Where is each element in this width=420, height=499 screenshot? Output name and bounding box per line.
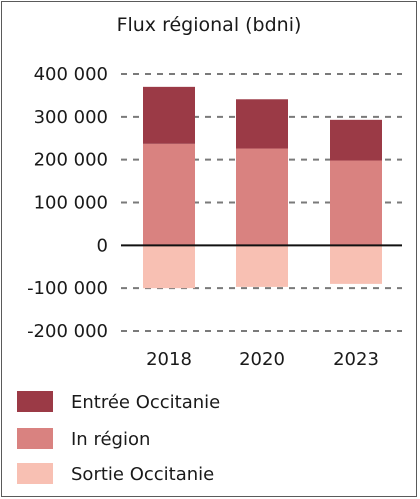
y-tick-label: -200 000 [27,321,108,342]
y-tick-label: 100 000 [34,193,108,214]
x-tick-label: 2020 [239,349,285,370]
legend-swatch [17,391,53,412]
bar-sortie-occitanie-2023 [330,245,382,284]
y-tick-label: -100 000 [27,278,108,299]
legend-label: Entrée Occitanie [71,392,220,413]
bar-in-r-gion-2020 [236,148,288,246]
y-tick-label: 400 000 [34,64,108,85]
chart-title: Flux régional (bdni) [117,14,302,36]
legend: Entrée Occitanie In région Sortie Occitani… [17,391,220,485]
bars [143,86,382,289]
y-tick-label: 200 000 [34,150,108,171]
legend-label: In région [71,429,150,450]
bar-sortie-occitanie-2020 [236,245,288,287]
x-axis-ticks: 2018 2020 2023 [146,349,379,370]
bar-entr-e-occitanie-2020 [236,99,288,149]
y-tick-label: 0 [97,235,108,256]
x-tick-label: 2023 [333,349,379,370]
bar-sortie-occitanie-2018 [143,245,195,289]
x-tick-label: 2018 [146,349,192,370]
legend-label: Sortie Occitanie [71,464,214,485]
bar-entr-e-occitanie-2023 [330,119,382,161]
bar-in-r-gion-2023 [330,160,382,246]
y-tick-label: 300 000 [34,107,108,128]
y-axis-ticks: 400 000 300 000 200 000 100 000 0 -100 000 -20… [27,64,108,342]
legend-swatch [17,428,53,449]
bar-in-r-gion-2018 [143,143,195,246]
legend-swatch [17,463,53,484]
bar-entr-e-occitanie-2018 [143,86,195,144]
